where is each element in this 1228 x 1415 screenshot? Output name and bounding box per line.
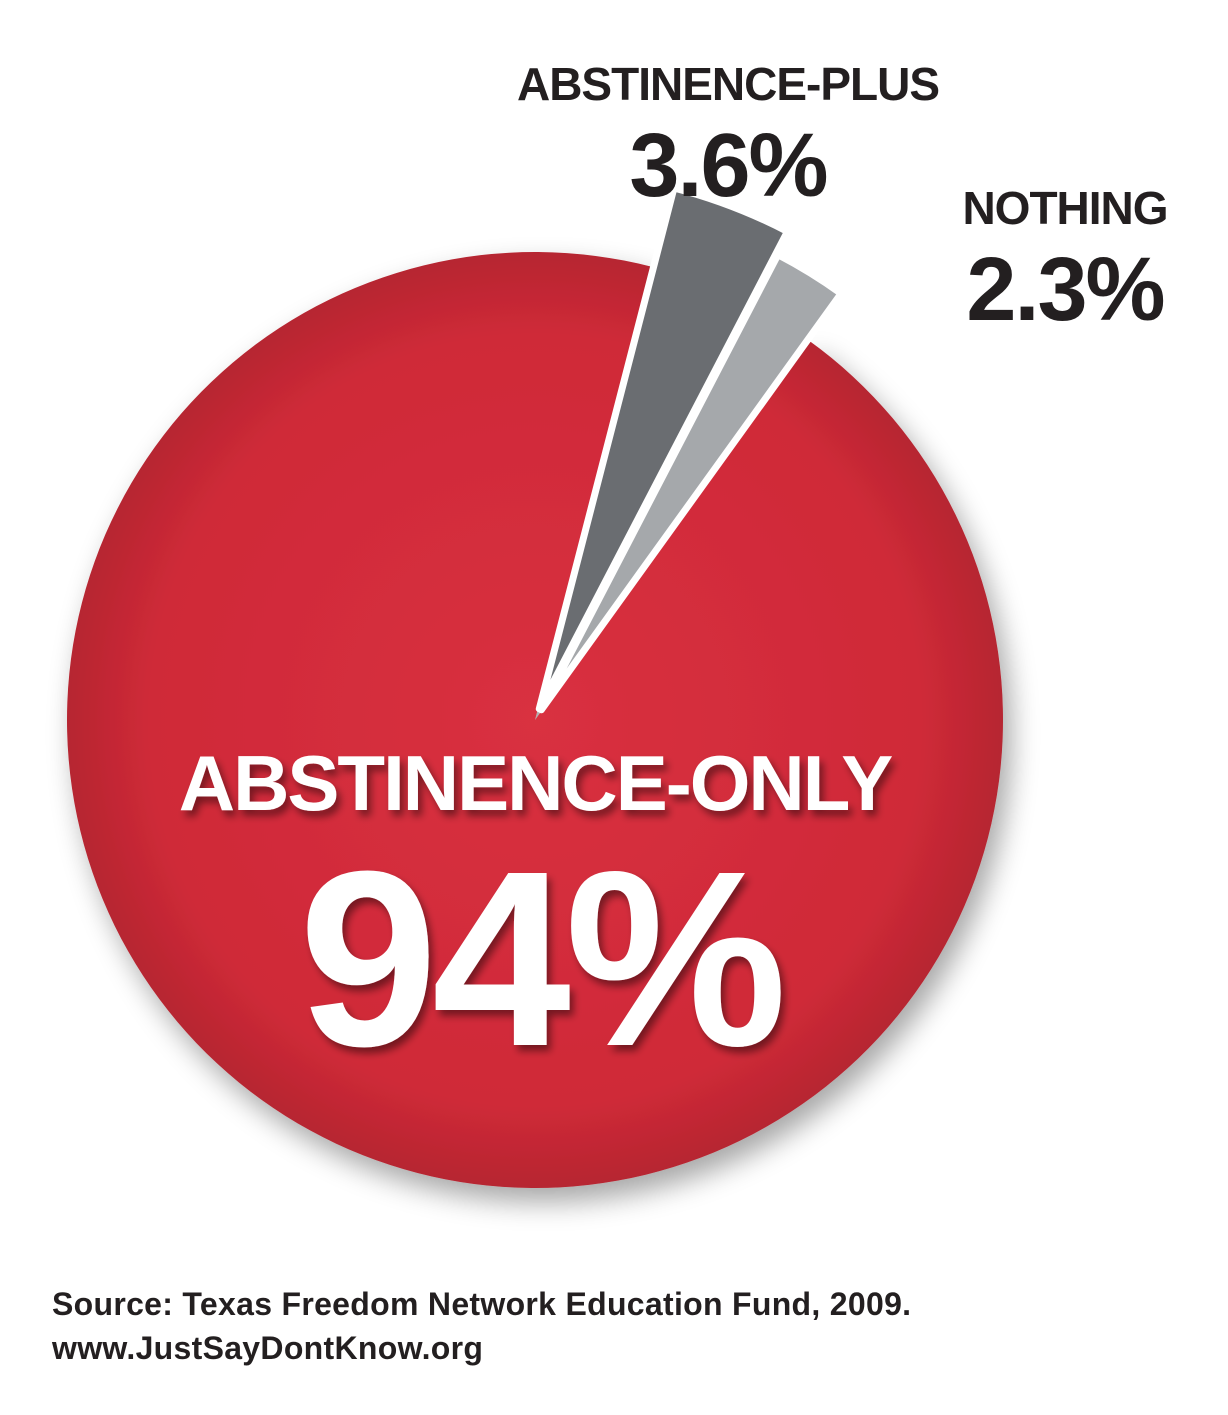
value-nothing: 2.3%	[966, 240, 1163, 340]
value-abstinence-only: 94%	[299, 819, 781, 1098]
label-nothing: NOTHING	[962, 182, 1167, 234]
slice-abstinence-plus	[535, 184, 791, 713]
source-note: Source: Texas Freedom Network Education …	[52, 1282, 911, 1370]
label-abstinence-only: ABSTINENCE-ONLY	[179, 739, 892, 827]
source-url[interactable]: www.JustSayDontKnow.org	[52, 1330, 484, 1366]
value-abstinence-plus: 3.6%	[629, 116, 826, 216]
source-text: Source: Texas Freedom Network Education …	[52, 1286, 912, 1322]
slice-nothing	[537, 251, 845, 714]
slice-abstinence-only	[66, 251, 1003, 1188]
label-abstinence-plus: ABSTINENCE-PLUS	[517, 58, 939, 110]
